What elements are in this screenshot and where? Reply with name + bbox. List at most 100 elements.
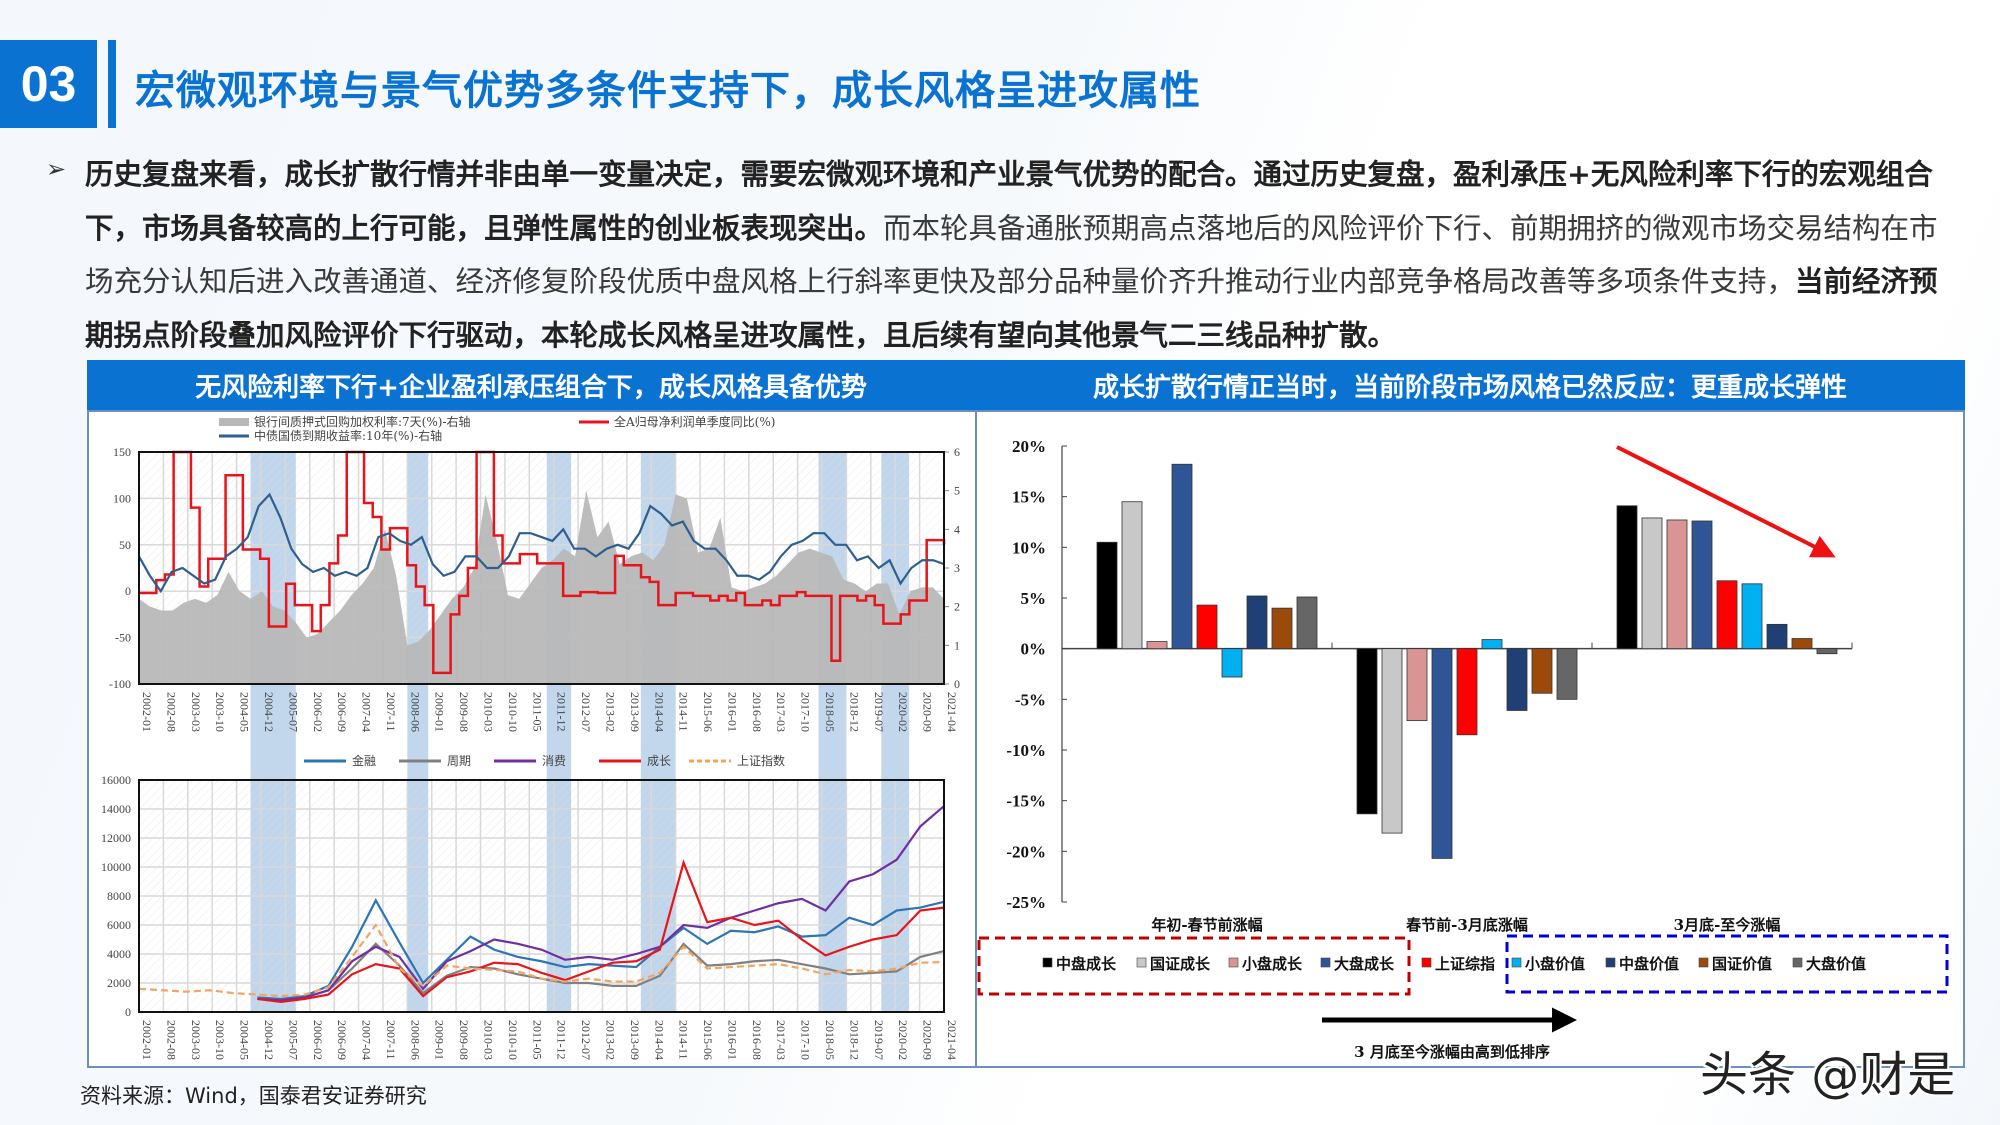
svg-text:10%: 10% <box>1012 538 1046 557</box>
watermark: 头条 @财是 <box>1700 1047 1956 1103</box>
svg-text:2021-04: 2021-04 <box>945 692 959 732</box>
svg-text:2013-02: 2013-02 <box>603 692 617 732</box>
svg-text:15%: 15% <box>1012 488 1046 507</box>
bar <box>1356 648 1378 815</box>
svg-text:2006-02: 2006-02 <box>311 692 325 732</box>
legend-label: 大盘价值 <box>1806 955 1866 973</box>
svg-text:2008-06: 2008-06 <box>408 1020 422 1060</box>
bar <box>1506 648 1528 711</box>
bar <box>1791 638 1813 650</box>
svg-text:50: 50 <box>119 538 131 552</box>
bar <box>1741 583 1763 650</box>
legend-label: 全A归母净利润单季度同比(%) <box>614 414 775 429</box>
paragraph-bold-conclusion: 当前经济预期拐点阶段叠加风险评价下行驱动，本轮成长风格呈进攻属性，且后续有望向其… <box>85 265 1938 352</box>
svg-text:2003-10: 2003-10 <box>213 692 227 732</box>
legend-label: 小盘价值 <box>1525 955 1585 973</box>
shaded-period <box>640 740 676 1012</box>
svg-text:2005-07: 2005-07 <box>286 1020 300 1060</box>
svg-text:0: 0 <box>125 584 131 598</box>
svg-text:2002-08: 2002-08 <box>164 692 178 732</box>
svg-text:2020-02: 2020-02 <box>896 1020 910 1060</box>
svg-text:2017-10: 2017-10 <box>799 692 813 732</box>
svg-text:2020-09: 2020-09 <box>921 1020 935 1060</box>
page-title: 宏微观环境与景气优势多条件支持下，成长风格呈进攻属性 <box>135 68 1201 114</box>
style-index-line-chart: 16000 14000 12000 10000 8000 6000 4000 2000 0 200… <box>101 740 959 1060</box>
svg-text:2020-09: 2020-09 <box>921 692 935 732</box>
svg-text:2014-11: 2014-11 <box>677 692 691 732</box>
svg-text:8000: 8000 <box>107 889 131 903</box>
bar <box>1381 648 1403 834</box>
svg-text:2002-01: 2002-01 <box>140 692 154 732</box>
svg-text:16000: 16000 <box>101 773 131 787</box>
trend-arrow <box>1616 445 1836 558</box>
svg-text:2004-12: 2004-12 <box>262 692 276 732</box>
rates-earnings-line-chart: 150 100 50 0 -50 -100 6 5 4 3 2 1 0 2002-01 2002-08 200… <box>109 414 960 740</box>
svg-text:2018-12: 2018-12 <box>847 692 861 732</box>
svg-text:2016-08: 2016-08 <box>750 1020 764 1060</box>
svg-text:2004-05: 2004-05 <box>238 692 252 732</box>
shaded-period <box>250 740 296 1012</box>
svg-text:2010-10: 2010-10 <box>506 1020 520 1060</box>
legend-label: 成长 <box>647 754 671 768</box>
svg-text:2007-04: 2007-04 <box>360 692 374 732</box>
category-label: 年初-春节前涨幅 <box>1151 916 1262 934</box>
bar <box>1221 648 1243 678</box>
svg-text:2013-09: 2013-09 <box>628 692 642 732</box>
svg-text:2004-05: 2004-05 <box>238 1020 252 1060</box>
svg-text:2019-07: 2019-07 <box>872 692 886 732</box>
svg-text:2021-04: 2021-04 <box>945 1020 959 1060</box>
svg-text:2016-01: 2016-01 <box>725 1020 739 1060</box>
category-label: 春节前-3月底涨幅 <box>1406 916 1528 934</box>
svg-text:2010-03: 2010-03 <box>482 1020 496 1060</box>
legend-label: 中盘价值 <box>1619 955 1679 973</box>
svg-text:-100: -100 <box>109 677 131 691</box>
legend-label: 上证指数 <box>737 753 785 768</box>
svg-text:2014-04: 2014-04 <box>652 1020 666 1060</box>
svg-text:2015-06: 2015-06 <box>701 1020 715 1060</box>
title-accent-bar <box>108 40 116 128</box>
bar <box>1171 463 1193 650</box>
svg-text:-5%: -5% <box>1015 690 1046 709</box>
svg-text:100: 100 <box>113 491 131 505</box>
bar <box>1296 596 1318 650</box>
svg-text:14000: 14000 <box>101 802 131 816</box>
legend-label: 金融 <box>352 753 376 768</box>
svg-text:2009-01: 2009-01 <box>433 692 447 732</box>
bar <box>1816 648 1838 655</box>
svg-text:-20%: -20% <box>1006 842 1046 861</box>
section-number-badge: 03 <box>0 40 97 128</box>
svg-text:2013-02: 2013-02 <box>603 1020 617 1060</box>
legend-label: 上证综指 <box>1435 955 1495 973</box>
bar <box>1246 595 1268 650</box>
bar <box>1716 580 1738 650</box>
value-legend-box <box>1505 934 1949 994</box>
svg-text:2011-05: 2011-05 <box>530 692 544 732</box>
bullet-arrow-icon: ➢ <box>46 155 67 183</box>
series-line <box>138 922 945 998</box>
svg-text:0: 0 <box>125 1005 131 1019</box>
legend-label: 中债国债到期收益率:10年(%)-右轴 <box>254 428 442 443</box>
svg-text:2008-06: 2008-06 <box>408 692 422 732</box>
svg-text:2013-09: 2013-09 <box>628 1020 642 1060</box>
bar <box>1666 519 1688 650</box>
svg-text:2007-11: 2007-11 <box>384 692 398 732</box>
svg-text:-15%: -15% <box>1006 792 1046 811</box>
svg-text:2014-04: 2014-04 <box>652 692 666 732</box>
svg-text:2018-05: 2018-05 <box>823 692 837 732</box>
category-label: 3月底-至今涨幅 <box>1674 916 1781 934</box>
series-line <box>257 898 945 1001</box>
svg-text:2020-02: 2020-02 <box>896 692 910 732</box>
bar <box>1616 505 1638 650</box>
svg-text:6000: 6000 <box>107 918 131 932</box>
svg-text:2000: 2000 <box>107 976 131 990</box>
legend-label: 周期 <box>447 754 471 768</box>
bar <box>1431 648 1453 859</box>
svg-text:0%: 0% <box>1021 640 1047 659</box>
svg-text:4: 4 <box>954 522 960 536</box>
bar <box>1146 641 1168 650</box>
svg-text:4000: 4000 <box>107 947 131 961</box>
bar <box>1456 648 1478 736</box>
svg-text:2: 2 <box>954 600 960 614</box>
svg-text:2016-01: 2016-01 <box>725 692 739 732</box>
svg-text:2006-02: 2006-02 <box>311 1020 325 1060</box>
